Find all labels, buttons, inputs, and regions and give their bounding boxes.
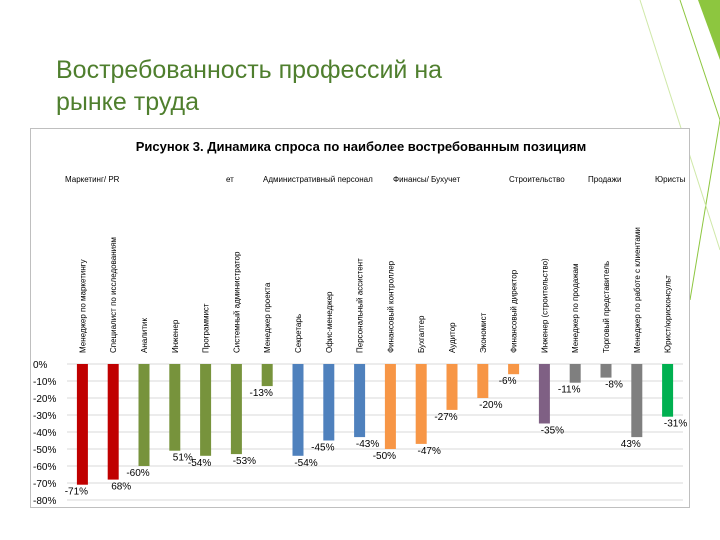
category-label: Экономист xyxy=(479,312,488,353)
category-label: Офис-менеджер xyxy=(325,291,334,353)
data-label: -8% xyxy=(605,380,623,391)
group-label: Маркетинг/ PR xyxy=(65,175,120,184)
category-label: Секретарь xyxy=(294,314,303,353)
y-tick-label: -10% xyxy=(33,377,56,388)
bar xyxy=(662,364,674,417)
category-label: Программист xyxy=(202,303,211,353)
bar xyxy=(508,364,520,375)
category-label: Менеджер по работе с клиентами xyxy=(633,227,642,353)
decorative-corner-lines xyxy=(639,0,720,300)
bar xyxy=(384,364,396,449)
group-label: Строительство xyxy=(509,175,565,184)
group-label: Административный персонал xyxy=(263,175,373,184)
data-label: -53% xyxy=(233,456,256,467)
group-label: Финансы/ Бухучет xyxy=(393,175,460,184)
data-label: -60% xyxy=(126,468,149,479)
bar xyxy=(569,364,581,383)
category-label: Персональный ассистент xyxy=(356,258,365,353)
data-label: -27% xyxy=(434,412,457,423)
bar xyxy=(138,364,150,466)
bar xyxy=(600,364,612,378)
slide-title: Востребованность профессий на рынке труд… xyxy=(56,56,443,116)
category-label: Аналитик xyxy=(140,318,149,353)
category-label: Финансовый директор xyxy=(510,269,519,353)
bar xyxy=(354,364,366,438)
category-label: Торговый представитель xyxy=(602,261,611,353)
chart-title: Рисунок 3. Динамика спроса по наиболее в… xyxy=(135,139,587,154)
y-tick-label: -60% xyxy=(33,462,56,473)
category-label: Менеджер по продажам xyxy=(571,263,580,353)
y-tick-label: -30% xyxy=(33,411,56,422)
data-label: -54% xyxy=(294,458,317,469)
category-label: Менеджер проекта xyxy=(263,282,272,353)
data-label: 68% xyxy=(111,482,131,493)
bar xyxy=(292,364,304,456)
data-label: -6% xyxy=(499,376,517,387)
data-label: -11% xyxy=(558,385,581,396)
category-label: Специалист по исследованиям xyxy=(109,237,118,353)
data-label: -50% xyxy=(373,451,396,462)
chart-container: 0% -10% -20% -30% -40% -50% -60% -70% -80% Маркет… xyxy=(30,128,690,508)
category-label: Менеджер по маркетингу xyxy=(78,259,87,353)
data-label: -47% xyxy=(418,446,441,457)
data-label: -43% xyxy=(356,439,379,450)
data-label: -13% xyxy=(250,388,273,399)
group-label: Юристы xyxy=(655,175,686,184)
category-label: Бухгалтер xyxy=(417,315,426,353)
data-label: -20% xyxy=(479,400,502,411)
data-label: -71% xyxy=(65,487,88,498)
bar xyxy=(230,364,242,455)
category-label: Системный администратор xyxy=(232,251,241,353)
bar xyxy=(631,364,643,438)
bar xyxy=(415,364,427,444)
category-label: Юрист/юрисконсульт xyxy=(664,275,673,353)
group-label: Продажи xyxy=(588,175,621,184)
category-label: Финансовый контроллер xyxy=(386,260,395,353)
category-label: Инженер (строительство) xyxy=(540,258,549,353)
data-label: -31% xyxy=(664,419,687,430)
data-label: -54% xyxy=(188,458,211,469)
bar xyxy=(200,364,212,456)
category-label: Инженер xyxy=(171,319,180,353)
data-label: -45% xyxy=(311,443,334,454)
y-tick-label: -80% xyxy=(33,496,56,507)
demand-dynamics-bar-chart: 0% -10% -20% -30% -40% -50% -60% -70% -80% Маркет… xyxy=(33,175,687,507)
bar xyxy=(76,364,88,485)
y-tick-label: -70% xyxy=(33,479,56,490)
group-label: ет xyxy=(226,175,234,184)
bar xyxy=(538,364,550,424)
bar xyxy=(323,364,335,441)
data-label: -35% xyxy=(541,426,564,437)
bar xyxy=(169,364,181,451)
y-tick-label: -20% xyxy=(33,394,56,405)
bar xyxy=(446,364,458,410)
bar xyxy=(477,364,489,398)
y-tick-label: -40% xyxy=(33,428,56,439)
data-label: 43% xyxy=(621,439,641,450)
y-tick-label: 0% xyxy=(33,360,48,371)
y-tick-label: -50% xyxy=(33,445,56,456)
bar xyxy=(261,364,273,387)
data-label: 51% xyxy=(173,453,193,464)
bar xyxy=(107,364,119,480)
category-label: Аудитор xyxy=(448,322,457,353)
